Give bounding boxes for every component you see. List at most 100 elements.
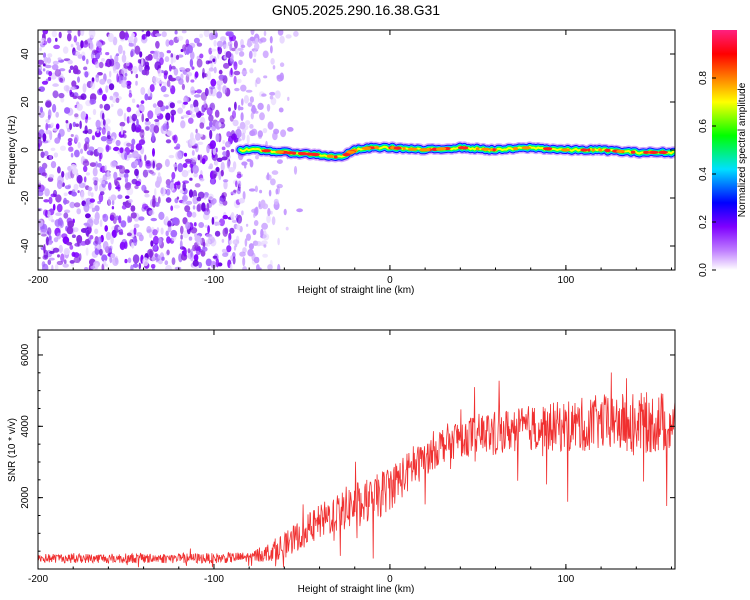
heatmap-noise-cell (46, 124, 51, 128)
heatmap-noise-cell (249, 96, 254, 103)
heatmap-noise-cell (201, 202, 206, 212)
heatmap-noise-cell (174, 30, 178, 35)
heatmap-noise-cell (53, 237, 59, 243)
heatmap-noise-cell (273, 198, 279, 205)
heatmap-noise-cell (59, 77, 64, 82)
heatmap-noise-cell (283, 208, 287, 216)
heatmap-noise-cell (113, 146, 120, 152)
heatmap-noise-cell (149, 170, 154, 175)
heatmap-noise-cell (84, 125, 88, 135)
heatmap-noise-cell (48, 240, 53, 245)
heatmap-noise-cell (91, 207, 96, 213)
heatmap-noise-cell (209, 140, 216, 149)
heatmap-noise-cell (80, 111, 87, 120)
heatmap-noise-cell (135, 73, 139, 79)
heatmap-noise-cell (67, 137, 73, 143)
heatmap-noise-cell (208, 47, 213, 55)
heatmap-noise-cell (39, 47, 42, 52)
heatmap-noise-cell (117, 226, 121, 230)
heatmap-noise-cell (217, 53, 220, 59)
heatmap-noise-cell (234, 101, 237, 111)
heatmap-noise-cell (52, 189, 58, 198)
heatmap-noise-cell (134, 124, 142, 133)
heatmap-noise-cell (85, 247, 89, 256)
chart-title: GN05.2025.290.16.38.G31 (272, 2, 440, 18)
heatmap-noise-cell (77, 190, 80, 194)
heatmap-noise-cell (213, 216, 219, 220)
heatmap-noise-cell (41, 80, 49, 85)
heatmap-noise-cell (165, 112, 171, 121)
heatmap-noise-cell (270, 210, 273, 215)
heatmap-noise-cell (253, 256, 260, 264)
heatmap-noise-cell (84, 267, 89, 270)
heatmap-noise-cell (63, 212, 69, 219)
heatmap-noise-cell (236, 214, 243, 224)
heatmap-noise-cell (140, 100, 145, 104)
heatmap-noise-cell (185, 39, 190, 46)
heatmap-noise-cell (228, 167, 235, 173)
heatmap-noise-cell (154, 61, 162, 71)
heatmap-noise-cell (45, 101, 52, 108)
heatmap-noise-cell (141, 35, 146, 40)
heatmap-noise-cell (267, 264, 273, 270)
heatmap-hotspot (393, 146, 402, 150)
heatmap-noise-cell (127, 36, 134, 44)
heatmap-noise-cell (169, 102, 175, 109)
heatmap-noise-cell (57, 57, 62, 61)
heatmap-noise-cell (234, 87, 240, 92)
heatmap-noise-cell (242, 256, 246, 267)
heatmap-noise-cell (229, 239, 233, 245)
heatmap-noise-cell (164, 56, 170, 63)
heatmap-noise-cell (166, 50, 171, 54)
heatmap-noise-cell (208, 166, 212, 170)
heatmap-noise-cell (185, 221, 191, 230)
heatmap-noise-cell (154, 106, 161, 117)
snr-x-tick-label: 100 (558, 574, 575, 585)
heatmap-noise-cell (252, 228, 257, 236)
colorbar-tick-label: 0.0 (698, 263, 709, 277)
heatmap-noise-cell (97, 147, 104, 154)
heatmap-noise-cell (287, 96, 290, 101)
heatmap-noise-cell (188, 236, 193, 241)
snr-series-line (38, 372, 675, 568)
heatmap-noise-cell (220, 169, 224, 177)
heatmap-noise-cell (88, 30, 96, 39)
heatmap-noise-cell (141, 113, 144, 123)
heatmap-noise-cell (158, 211, 165, 220)
heatmap-noise-cell (53, 44, 60, 50)
heatmap-noise-cell (190, 79, 195, 83)
heatmap-noise-cell (124, 152, 128, 160)
heatmap-noise-cell (119, 241, 126, 251)
heatmap-noise-cell (52, 83, 59, 87)
heatmap-noise-cell (207, 60, 213, 64)
heatmap-noise-cell (94, 130, 101, 138)
heatmap-noise-cell (130, 212, 137, 219)
heatmap-noise-cell (58, 92, 65, 99)
heatmap-noise-cell (150, 240, 154, 247)
heatmap-hotspot (431, 147, 438, 151)
heatmap-noise-cell (52, 203, 56, 211)
heatmap-noise-cell (77, 76, 80, 83)
heatmap-noise-cell (74, 134, 79, 143)
heatmap-noise-cell (227, 31, 234, 38)
heatmap-noise-cell (87, 186, 93, 191)
heatmap-noise-cell (210, 178, 215, 185)
heatmap-noise-cell (98, 61, 104, 69)
heatmap-noise-cell (222, 85, 228, 94)
heatmap-noise-cell (155, 33, 162, 37)
heatmap-noise-cell (128, 43, 135, 47)
heatmap-noise-cell (145, 160, 151, 164)
heatmap-noise-cell (138, 262, 142, 270)
heatmap-noise-cell (85, 213, 91, 219)
heatmap-noise-cell (245, 120, 251, 126)
heatmap-noise-cell (218, 197, 224, 205)
heatmap-noise-cell (130, 143, 135, 151)
heatmap-noise-cell (63, 247, 70, 256)
heatmap-noise-cell (123, 173, 129, 179)
heatmap-noise-cell (170, 56, 174, 65)
heatmap-hotspot (649, 150, 659, 154)
heatmap-noise-cell (52, 247, 60, 253)
heatmap-noise-cell (191, 211, 197, 218)
heatmap-noise-cell (248, 243, 254, 250)
